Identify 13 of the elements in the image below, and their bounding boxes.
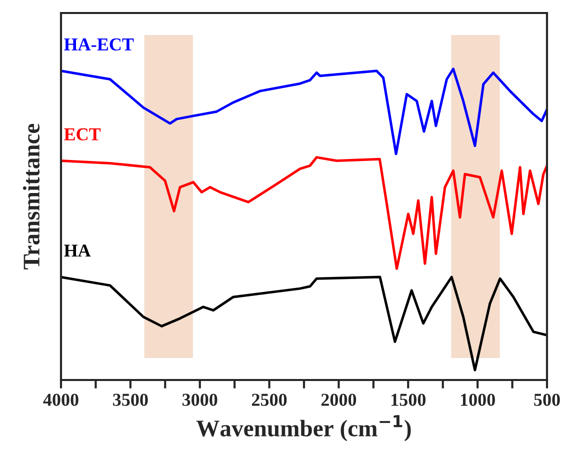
series-label: HA-ECT bbox=[64, 38, 134, 51]
x-tick-label: 1500 bbox=[392, 394, 426, 406]
x-tick-label: 1000 bbox=[460, 394, 495, 406]
x-axis-title: Wavenumber (cm$^{−1}$) bbox=[196, 415, 411, 442]
x-tick-label: 2000 bbox=[321, 394, 356, 406]
series-label: ECT bbox=[64, 128, 101, 140]
y-axis-title: Transmittance bbox=[22, 124, 40, 270]
x-tick-label: 500 bbox=[534, 394, 560, 406]
x-tick-label: 4000 bbox=[43, 394, 78, 406]
x-tick-label: 3000 bbox=[182, 394, 218, 406]
x-tick-label: 3500 bbox=[113, 394, 148, 406]
series-label: HA bbox=[64, 244, 91, 257]
x-tick-label: 2500 bbox=[252, 394, 287, 406]
